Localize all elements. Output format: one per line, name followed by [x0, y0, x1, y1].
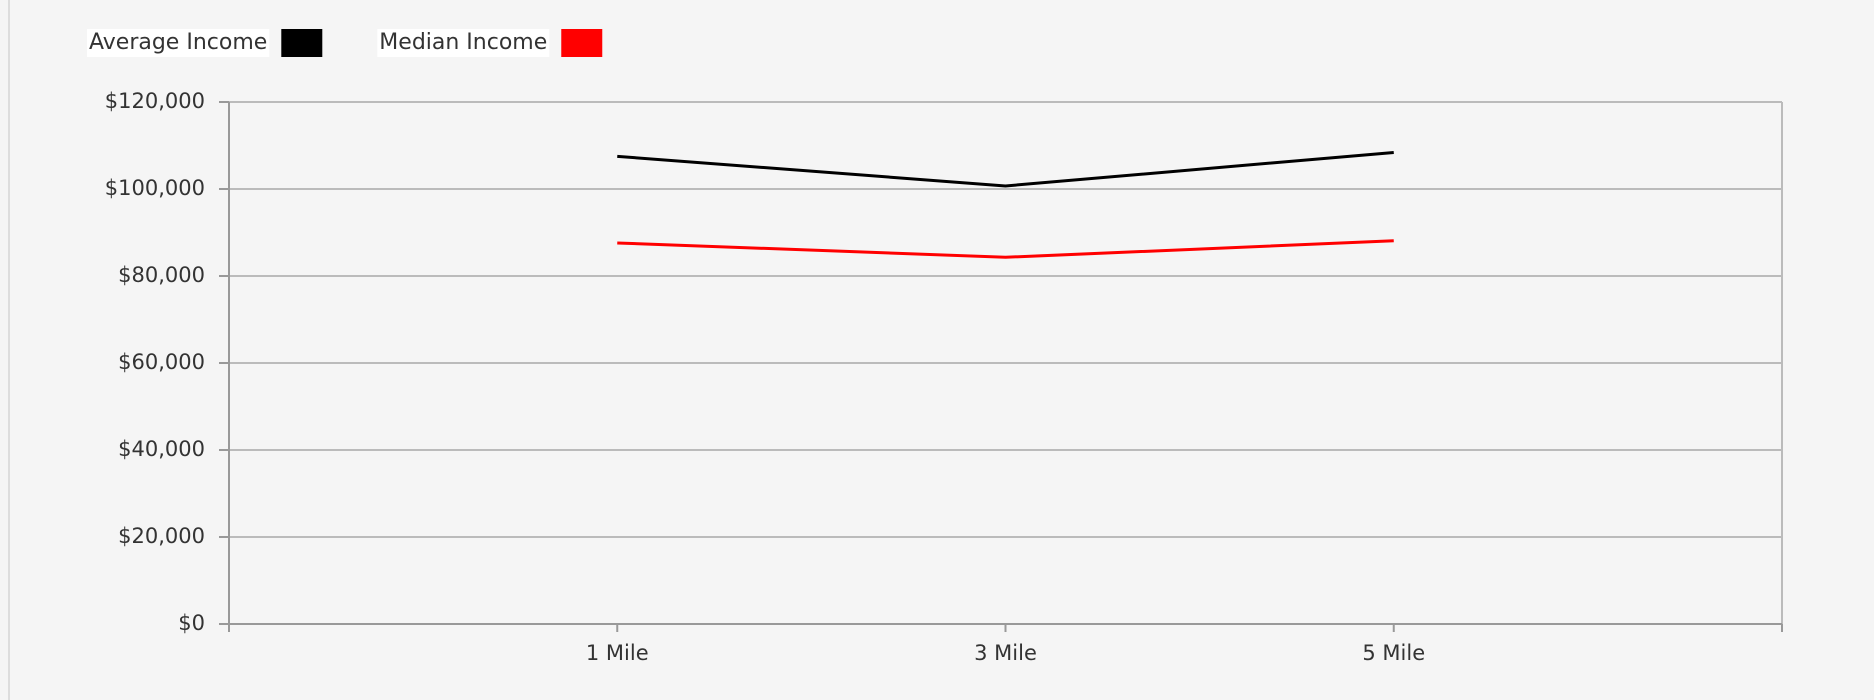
x-tick-label: 1 Mile	[586, 641, 649, 665]
legend-swatch	[281, 29, 323, 57]
y-tick-label: $80,000	[118, 263, 205, 287]
y-tick-label: $20,000	[118, 524, 205, 548]
series-line	[617, 239, 1394, 259]
legend-label-bg	[87, 29, 270, 57]
y-tick-label: $40,000	[118, 437, 205, 461]
y-tick-label: $120,000	[105, 89, 205, 113]
legend-label: Average Income	[89, 30, 267, 55]
series-line	[617, 150, 1394, 188]
x-tick-label: 3 Mile	[974, 641, 1037, 665]
y-tick-label: $100,000	[105, 176, 205, 200]
legend-swatch	[561, 29, 603, 57]
legend-label: Median Income	[379, 30, 547, 55]
legend-label-bg	[377, 29, 550, 57]
y-tick-label: $60,000	[118, 350, 205, 374]
y-tick-label: $0	[178, 611, 205, 635]
x-tick-label: 5 Mile	[1362, 641, 1425, 665]
